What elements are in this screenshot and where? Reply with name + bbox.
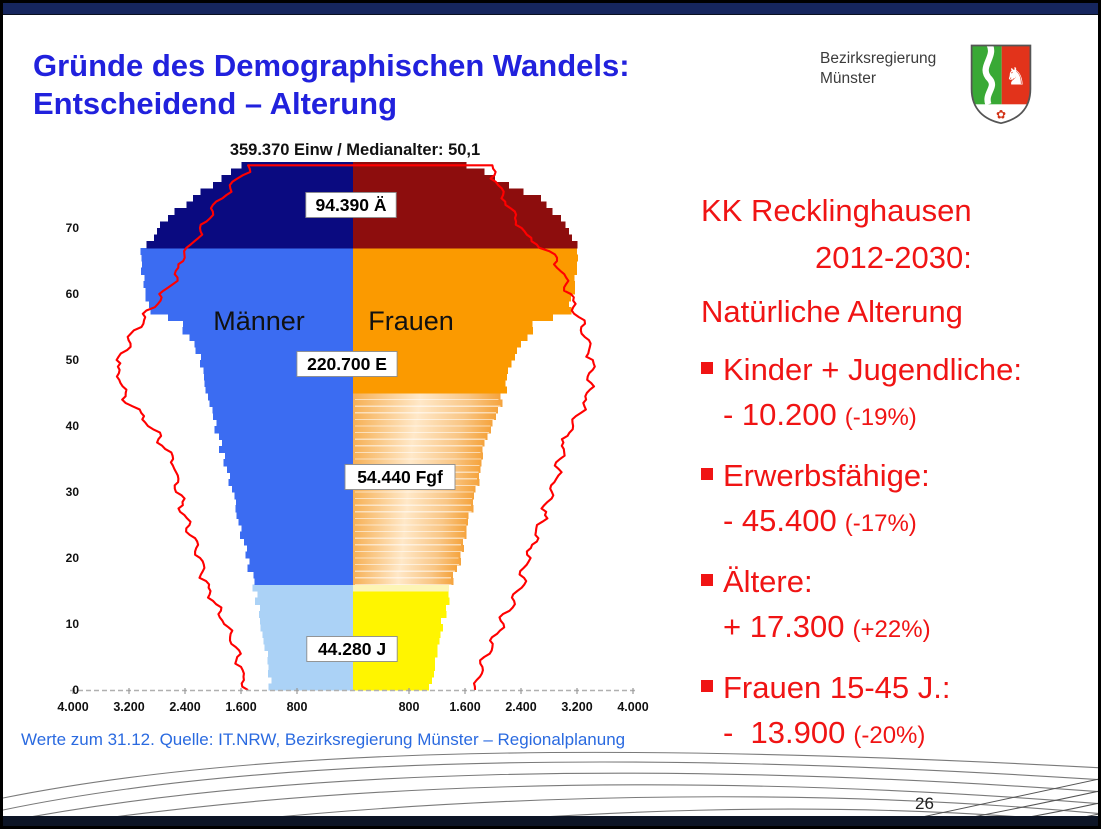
- top-border-bar: [3, 3, 1098, 15]
- x-axis-tick-label: 3.200: [561, 700, 592, 714]
- x-axis-tick-label: 3.200: [113, 700, 144, 714]
- page-number: 26: [915, 794, 934, 813]
- list-item: Frauen 15-45 J.: - 13.900 (-20%): [701, 670, 1093, 751]
- panel-heading-line-1: KK Recklinghausen: [701, 193, 972, 228]
- org-line-2: Münster: [820, 70, 876, 87]
- x-axis-tick-label: 2.400: [169, 700, 200, 714]
- y-axis-tick-label: 20: [66, 551, 80, 565]
- outline-2012-curve: [115, 164, 596, 691]
- bullet-list: Kinder + Jugendliche: - 10.200 (-19%) Erw…: [701, 352, 1093, 751]
- bullet-percent: (-20%): [853, 722, 926, 749]
- y-axis-tick-label: 40: [66, 419, 80, 433]
- pyramid-bars: [140, 162, 578, 691]
- title-line-1: Gründe des Demographischen Wandels:: [33, 48, 630, 83]
- rhine-wavy-band: [982, 45, 996, 106]
- x-axis-tick-label: 2.400: [505, 700, 536, 714]
- x-axis-tick-label: 4.000: [57, 700, 88, 714]
- y-axis-tick-label: 30: [66, 485, 80, 499]
- panel-subheading: Natürliche Alterung: [701, 294, 963, 329]
- x-axis-tick-label: 800: [287, 700, 308, 714]
- list-item: Ältere: + 17.300 (+22%): [701, 564, 1093, 645]
- westphalia-red-field: [1001, 45, 1031, 105]
- bullet-value: - 45.400: [723, 503, 837, 538]
- bullet-square-icon: [701, 468, 713, 480]
- y-axis-tick-label: 0: [72, 683, 79, 697]
- bullet-label: Ältere:: [723, 564, 813, 599]
- bullet-label: Erwerbsfähige:: [723, 458, 930, 493]
- bullet-percent: (+22%): [852, 616, 931, 643]
- summary-panel: KK Recklinghausen 2012-2030: Natürliche A…: [701, 187, 1093, 776]
- panel-heading: KK Recklinghausen 2012-2030:: [701, 187, 1093, 281]
- y-axis-tick-label: 10: [66, 617, 80, 631]
- x-axis-tick-label: 800: [399, 700, 420, 714]
- bullet-value: - 13.900: [723, 715, 846, 750]
- chart-value-label: 94.390 Ä: [315, 195, 386, 215]
- gender-label: Frauen: [368, 306, 454, 336]
- y-axis-tick-label: 60: [66, 287, 80, 301]
- gender-label: Männer: [213, 306, 305, 336]
- population-pyramid-chart: 800 800 1.600 1.600 2.400 2.400 3.200 3.200 4.00…: [57, 141, 648, 714]
- bullet-label: Kinder + Jugendliche:: [723, 352, 1023, 387]
- bullet-label: Frauen 15-45 J.:: [723, 670, 951, 705]
- slide-title: Gründe des Demographischen Wandels: Entsc…: [33, 47, 630, 123]
- westphalian-horse: ♞: [1005, 64, 1026, 91]
- x-axis-tick-label: 4.000: [617, 700, 648, 714]
- chart-value-label: 44.280 J: [318, 639, 386, 659]
- bullet-percent: (-19%): [844, 404, 917, 431]
- nrw-coat-of-arms-icon: ♞ ✿: [970, 44, 1032, 125]
- list-item: Erwerbsfähige: - 45.400 (-17%): [701, 458, 1093, 539]
- y-axis-tick-label: 50: [66, 353, 80, 367]
- x-axis-tick-label: 1.600: [225, 700, 256, 714]
- bottom-border-bar: [3, 816, 1098, 826]
- bullet-value: - 10.200: [723, 397, 837, 432]
- chart-value-label: 220.700 E: [307, 354, 387, 374]
- bullet-square-icon: [701, 362, 713, 374]
- bullet-square-icon: [701, 680, 713, 692]
- source-note: Werte zum 31.12. Quelle: IT.NRW, Bezirks…: [21, 730, 626, 749]
- bullet-square-icon: [701, 574, 713, 586]
- panel-heading-line-2: 2012-2030:: [815, 240, 972, 275]
- chart-value-label: 54.440 Fgf: [357, 467, 443, 487]
- x-axis-tick-label: 1.600: [449, 700, 480, 714]
- title-line-2: Entscheidend – Alterung: [33, 86, 398, 121]
- org-name: Bezirksregierung Münster: [820, 49, 936, 89]
- bullet-percent: (-17%): [844, 510, 917, 537]
- org-line-1: Bezirksregierung: [820, 50, 937, 67]
- lippe-rose: ✿: [996, 107, 1006, 121]
- bullet-value: + 17.300: [723, 609, 845, 644]
- chart-title: 359.370 Einw / Medianalter: 50,1: [230, 141, 480, 159]
- list-item: Kinder + Jugendliche: - 10.200 (-19%): [701, 352, 1093, 433]
- y-axis-tick-label: 70: [66, 221, 80, 235]
